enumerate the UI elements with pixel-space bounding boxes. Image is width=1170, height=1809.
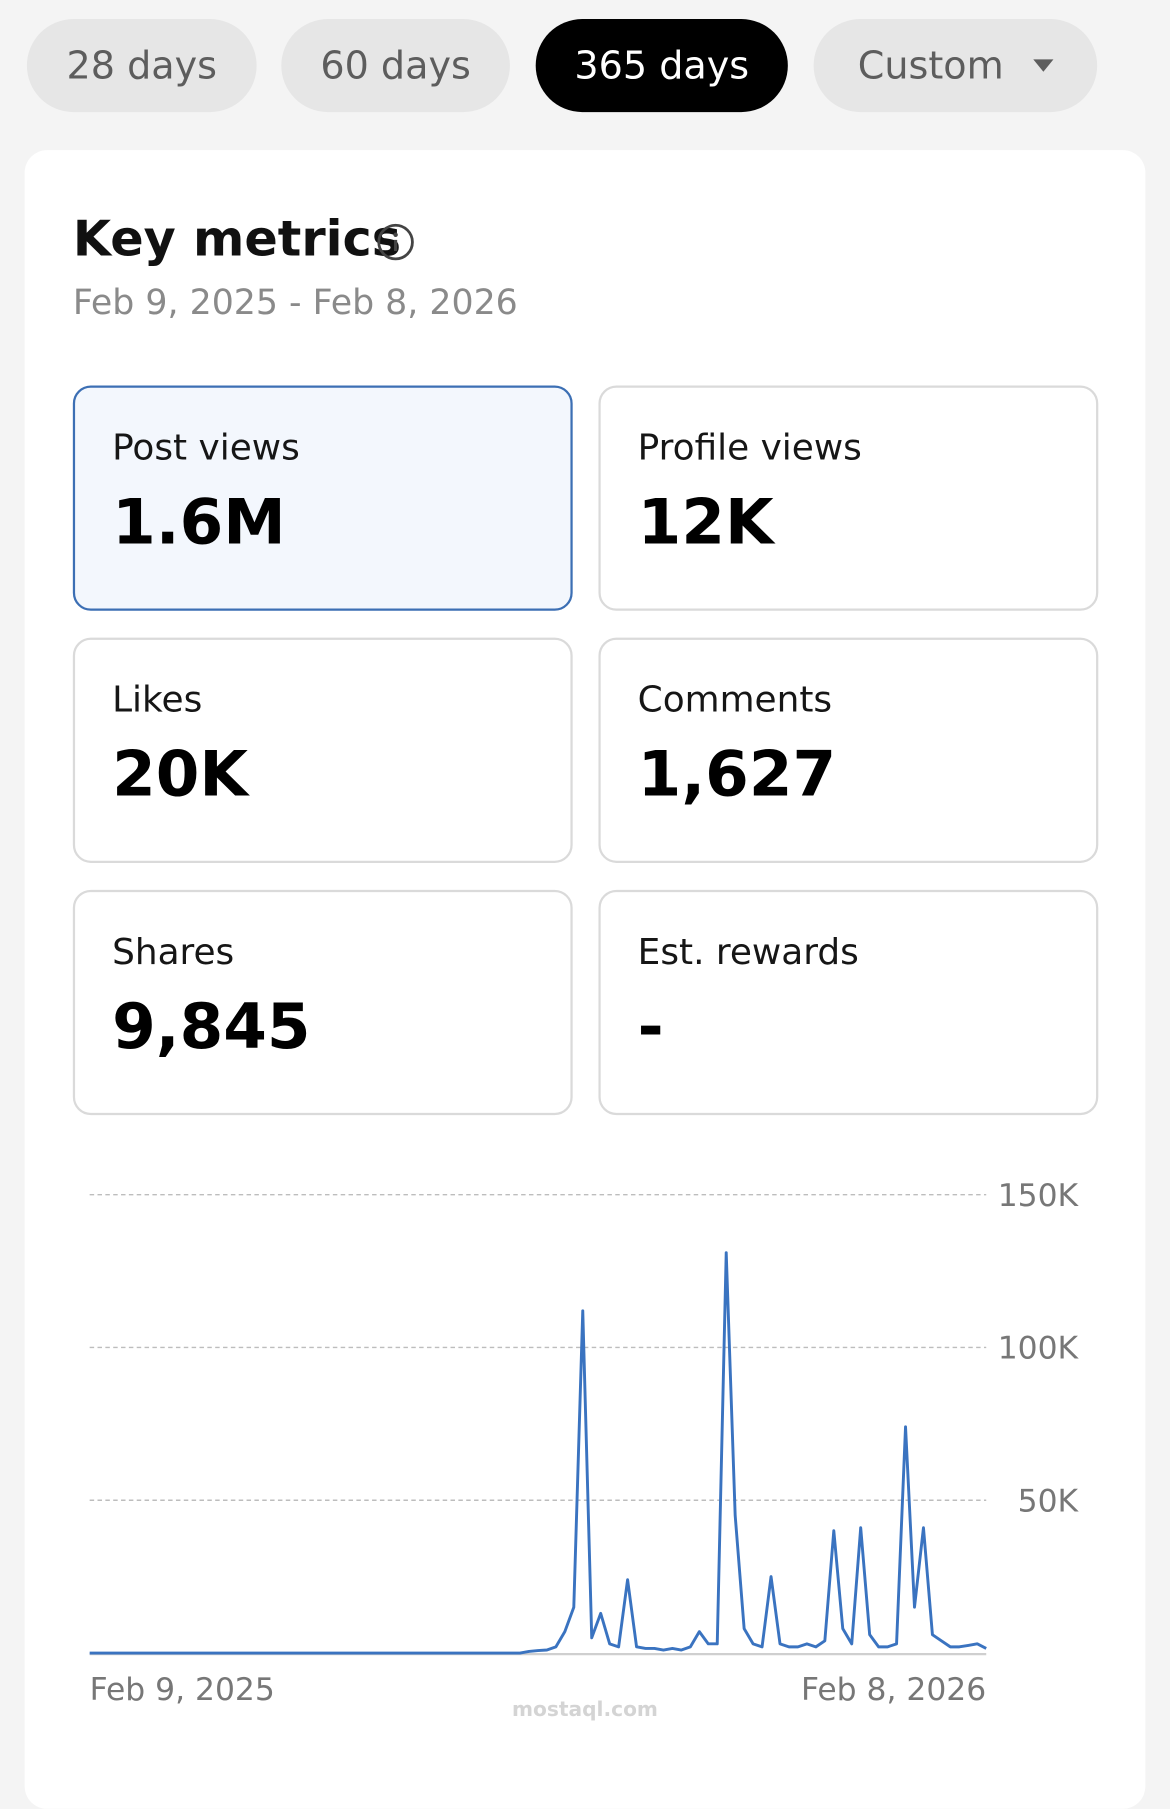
info-icon[interactable] [377, 223, 415, 261]
metric-label: Est. rewards [637, 930, 859, 973]
metric-label: Post views [112, 425, 300, 469]
metric-label: Profile views [637, 425, 862, 469]
tab-label: Custom [857, 43, 1004, 88]
metric-card[interactable]: Shares 9,845 [72, 889, 573, 1116]
metric-label: Comments [637, 678, 833, 721]
tab[interactable]: 365 days [535, 19, 788, 113]
tab-label: 60 days [320, 43, 471, 88]
metric-card[interactable]: Est. rewards - [598, 889, 1099, 1116]
metric-label: Shares [112, 930, 235, 973]
metric-value: 1.6M [112, 486, 286, 560]
metric-value: 1,627 [637, 738, 837, 812]
tab-label: 365 days [574, 43, 750, 88]
metric-card[interactable]: Post views 1.6M [72, 385, 573, 611]
page: {"tabs":[{"label":"28 days"},{"label":"6… [24, 19, 1146, 1809]
screen: 28 days 60 days 365 days Custom Key metrics… [24, 19, 1146, 1809]
tab[interactable]: Custom [813, 19, 1098, 113]
card-title: Key metrics [72, 210, 402, 268]
date-range: Feb 9, 2025 - Feb 8, 2026 [72, 282, 518, 323]
y-tick-label: 100K [998, 1331, 1080, 1367]
metric-card[interactable]: Comments 1,627 [598, 637, 1099, 863]
metric-value: 12K [637, 486, 774, 560]
dropdown-arrow [1032, 59, 1054, 72]
metric-label: Likes [112, 678, 203, 721]
metric-value: - [637, 990, 664, 1064]
metric-value: 20K [112, 738, 249, 812]
y-tick-label: 50K [1018, 1483, 1080, 1519]
metric-card[interactable]: Profile views 12K [598, 385, 1099, 611]
x-tick-label: Feb 8, 2026 [801, 1672, 986, 1708]
tab-label: 28 days [66, 43, 218, 88]
chart: 50K 100K 150K Feb 9, 2025 Feb 8, 2026 mostaql… [89, 1178, 1080, 1721]
tab[interactable]: 60 days [281, 19, 510, 113]
tab[interactable]: 28 days [26, 19, 257, 113]
data-line [89, 1251, 987, 1655]
watermark: mostaql.com [512, 1697, 658, 1721]
metric-value: 9,845 [112, 990, 311, 1064]
x-tick-label: Feb 9, 2025 [90, 1672, 275, 1708]
metric-card[interactable]: Likes 20K [72, 637, 573, 863]
y-tick-label: 150K [998, 1178, 1080, 1214]
